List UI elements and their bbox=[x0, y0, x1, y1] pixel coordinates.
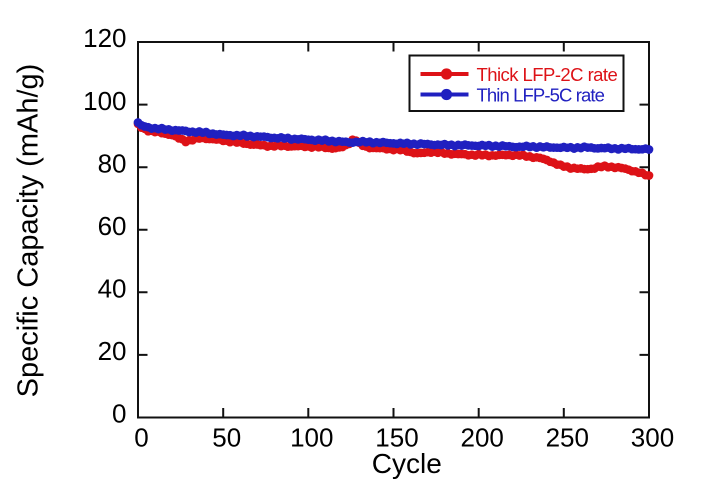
svg-text:Specific Capacity (mAh/g): Specific Capacity (mAh/g) bbox=[13, 64, 45, 398]
svg-text:200: 200 bbox=[461, 423, 504, 453]
svg-text:Thin LFP-5C rate: Thin LFP-5C rate bbox=[477, 85, 605, 106]
svg-text:20: 20 bbox=[98, 336, 127, 366]
svg-text:100: 100 bbox=[290, 423, 333, 453]
svg-text:300: 300 bbox=[631, 423, 674, 453]
svg-text:60: 60 bbox=[98, 211, 127, 241]
svg-text:120: 120 bbox=[83, 23, 126, 53]
svg-text:0: 0 bbox=[134, 423, 148, 453]
svg-text:Thick LFP-2C rate: Thick LFP-2C rate bbox=[477, 64, 618, 85]
svg-text:100: 100 bbox=[83, 86, 126, 116]
svg-text:250: 250 bbox=[546, 423, 589, 453]
svg-text:150: 150 bbox=[375, 423, 418, 453]
svg-text:50: 50 bbox=[212, 423, 241, 453]
svg-text:Cycle: Cycle bbox=[372, 448, 442, 479]
svg-text:80: 80 bbox=[98, 148, 127, 178]
svg-text:40: 40 bbox=[98, 274, 127, 304]
svg-text:0: 0 bbox=[112, 399, 126, 429]
